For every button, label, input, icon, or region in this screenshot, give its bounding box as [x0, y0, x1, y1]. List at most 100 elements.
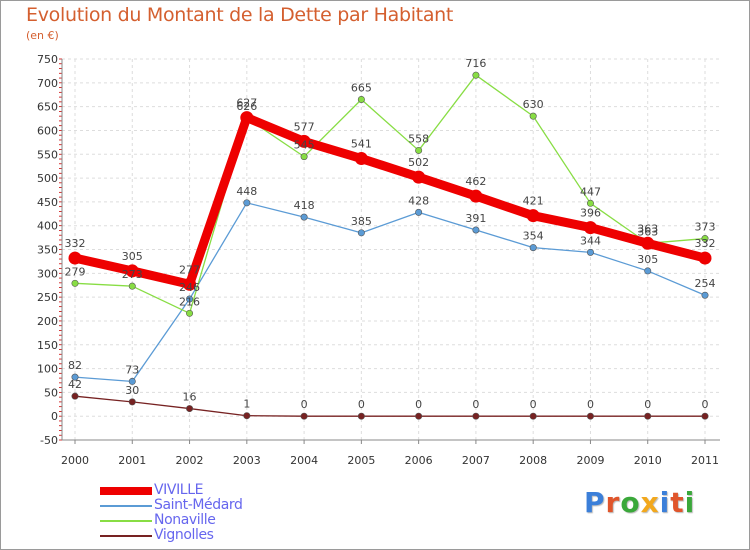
y-tick-label: 400	[37, 220, 58, 233]
logo-letter: P	[584, 486, 606, 519]
y-tick-label: 50	[44, 386, 58, 399]
series-point-saint-m-dard	[128, 377, 136, 385]
data-label-vignolles: 0	[301, 398, 308, 411]
grid-lines	[62, 58, 720, 441]
data-label-viville: 421	[523, 195, 544, 208]
series-point-vignolles	[701, 412, 709, 420]
legend-label-vignolles: Vignolles	[154, 527, 214, 543]
y-tick-label: 250	[37, 291, 58, 304]
data-label-saint-m-dard: 73	[125, 363, 139, 376]
data-label-nonaville: 626	[236, 100, 257, 113]
data-label-vignolles: 30	[125, 384, 139, 397]
data-label-nonaville: 279	[65, 265, 86, 278]
series-point-vignolles	[529, 412, 537, 420]
y-tick-label: 600	[37, 124, 58, 137]
data-label-vignolles: 1	[243, 398, 250, 411]
series-point-viville	[125, 264, 139, 278]
data-label-nonaville: 363	[637, 225, 658, 238]
data-label-viville: 332	[65, 237, 86, 250]
x-tick-label: 2002	[176, 454, 204, 467]
data-label-saint-m-dard: 418	[294, 199, 315, 212]
y-tick-label: 350	[37, 244, 58, 257]
data-label-saint-m-dard: 448	[236, 185, 257, 198]
series-point-saint-m-dard	[701, 291, 709, 299]
data-label-viville: 332	[695, 237, 716, 250]
series-point-vignolles	[415, 412, 423, 420]
y-tick-label: 550	[37, 148, 58, 161]
data-label-nonaville: 216	[179, 295, 200, 308]
series-point-saint-m-dard	[300, 213, 308, 221]
series-point-viville	[698, 251, 712, 265]
y-tick-label: -50	[40, 434, 58, 447]
x-tick-label: 2006	[405, 454, 433, 467]
series-point-nonaville	[186, 309, 194, 317]
legend-swatch-nonaville	[100, 520, 152, 522]
data-label-vignolles: 0	[358, 398, 365, 411]
y-tick-label: 700	[37, 77, 58, 90]
series-point-nonaville	[300, 153, 308, 161]
data-label-saint-m-dard: 254	[695, 277, 716, 290]
data-label-vignolles: 42	[68, 378, 82, 391]
series-point-saint-m-dard	[472, 226, 480, 234]
data-label-saint-m-dard: 354	[523, 230, 544, 243]
series-point-saint-m-dard	[529, 244, 537, 252]
series-point-vignolles	[128, 398, 136, 406]
y-tick-label: 450	[37, 196, 58, 209]
data-labels-layer: 42 30 16 1 0 0 0 0 0 0 0 0 82 73 246 448 418 385 428 391 354…	[65, 57, 716, 411]
data-label-saint-m-dard: 305	[637, 253, 658, 266]
y-tick-label: 0	[51, 410, 58, 423]
data-label-viville: 305	[122, 250, 143, 263]
data-label-saint-m-dard: 391	[465, 212, 486, 225]
axes: -500501001502002503003504004505005506006…	[37, 53, 720, 467]
data-label-nonaville: 716	[465, 57, 486, 70]
data-label-nonaville: 630	[523, 98, 544, 111]
series-point-nonaville	[529, 112, 537, 120]
chart-title: Evolution du Montant de la Dette par Hab…	[26, 4, 454, 26]
data-label-nonaville: 665	[351, 81, 372, 94]
series-point-vignolles	[243, 412, 251, 420]
series-point-saint-m-dard	[71, 373, 79, 381]
x-tick-label: 2009	[576, 454, 604, 467]
logo-letter: t	[670, 486, 685, 519]
x-tick-label: 2000	[61, 454, 89, 467]
series-point-nonaville	[415, 146, 423, 154]
data-label-nonaville: 273	[122, 268, 143, 281]
series-point-vignolles	[357, 412, 365, 420]
x-tick-label: 2011	[691, 454, 719, 467]
series-point-viville	[583, 221, 597, 235]
series-point-viville	[354, 152, 368, 166]
series-point-saint-m-dard	[357, 229, 365, 237]
logo-letter: o	[620, 486, 641, 519]
data-label-viville: 502	[408, 156, 429, 169]
series-point-saint-m-dard	[586, 248, 594, 256]
data-label-vignolles: 0	[415, 398, 422, 411]
series-point-viville	[183, 277, 197, 291]
series-point-vignolles	[586, 412, 594, 420]
series-point-saint-m-dard	[243, 199, 251, 207]
data-label-vignolles: 0	[587, 398, 594, 411]
x-tick-label: 2007	[462, 454, 490, 467]
data-label-saint-m-dard: 385	[351, 215, 372, 228]
data-label-viville: 577	[294, 120, 315, 133]
series-point-vignolles	[644, 412, 652, 420]
x-tick-label: 2008	[519, 454, 547, 467]
data-label-nonaville: 558	[408, 132, 429, 145]
series-point-viville	[469, 189, 483, 203]
data-label-saint-m-dard: 344	[580, 234, 601, 247]
series-point-nonaville	[472, 71, 480, 79]
proxiti-logo: Proxiti	[584, 486, 695, 519]
series-point-nonaville	[128, 282, 136, 290]
series-point-vignolles	[300, 412, 308, 420]
series-point-saint-m-dard	[415, 208, 423, 216]
data-label-viville: 277	[179, 263, 200, 276]
logo-letter: i	[659, 486, 671, 519]
logo-letter: x	[640, 486, 660, 519]
data-label-nonaville: 545	[294, 139, 315, 152]
data-label-viville: 627	[236, 97, 257, 110]
series-point-saint-m-dard	[644, 267, 652, 275]
series-point-vignolles	[71, 392, 79, 400]
x-tick-label: 2010	[634, 454, 662, 467]
data-label-nonaville: 447	[580, 185, 601, 198]
y-tick-label: 650	[37, 101, 58, 114]
